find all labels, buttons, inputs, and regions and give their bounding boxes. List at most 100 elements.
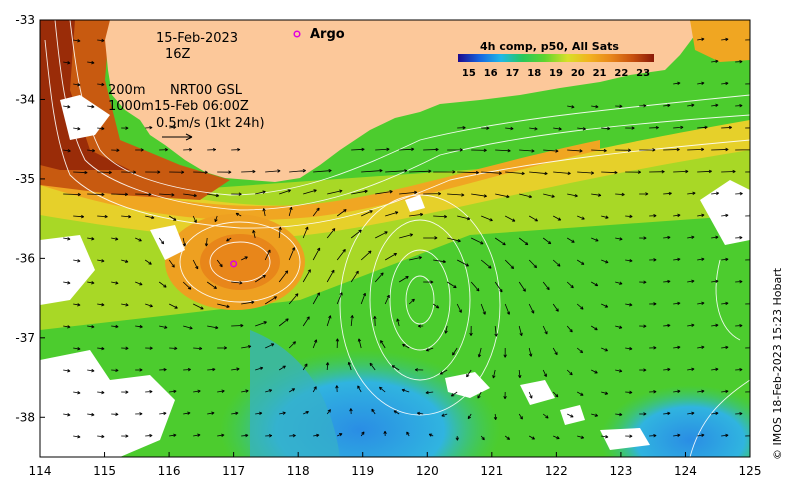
x-tick-label: 119 xyxy=(351,464,374,478)
current-arrow xyxy=(216,259,223,268)
current-arrow xyxy=(553,435,560,440)
current-arrow xyxy=(207,411,215,415)
colorbar xyxy=(458,54,654,62)
current-arrow xyxy=(87,237,95,241)
current-arrow xyxy=(159,411,167,416)
current-arrow xyxy=(302,316,310,327)
current-arrow xyxy=(649,302,657,306)
current-arrow xyxy=(601,170,618,175)
current-arrow xyxy=(255,190,266,195)
current-arrow xyxy=(590,325,598,331)
current-arrow xyxy=(477,347,482,358)
current-arrow xyxy=(625,170,642,174)
current-arrow xyxy=(111,237,119,241)
current-arrow xyxy=(73,391,81,395)
current-arrow xyxy=(312,339,318,349)
current-arrow xyxy=(457,170,479,175)
current-arrow xyxy=(204,237,209,247)
hour-label: 16Z xyxy=(165,47,191,62)
current-arrow xyxy=(505,126,514,131)
current-arrow xyxy=(687,411,695,415)
y-tick-label: -38 xyxy=(15,410,35,424)
current-arrow xyxy=(697,257,705,261)
current-arrow xyxy=(192,215,197,223)
current-arrow xyxy=(193,170,208,175)
current-arrow xyxy=(615,104,623,108)
current-arrow xyxy=(312,386,317,393)
current-arrow xyxy=(504,303,511,315)
current-arrow xyxy=(265,389,273,393)
current-arrow xyxy=(207,193,220,198)
current-arrow xyxy=(456,259,469,267)
current-arrow xyxy=(193,433,201,437)
bathymetry-contours xyxy=(44,20,750,457)
current-arrow xyxy=(278,318,289,327)
current-arrow xyxy=(399,190,418,195)
current-arrow xyxy=(217,433,225,438)
current-arrow xyxy=(505,171,525,176)
current-arrow xyxy=(380,340,386,349)
current-arrow xyxy=(519,149,535,153)
current-arrow xyxy=(375,147,390,152)
current-arrow xyxy=(649,125,659,130)
current-arrow xyxy=(542,325,548,335)
current-arrow xyxy=(673,301,681,306)
current-arrow xyxy=(697,81,705,85)
current-arrow xyxy=(576,303,584,310)
current-arrow xyxy=(639,104,647,108)
current-arrow xyxy=(711,235,719,240)
current-arrow xyxy=(711,59,719,64)
current-arrow xyxy=(687,323,695,327)
current-arrow xyxy=(97,434,105,439)
colorbar-tick-label: 23 xyxy=(636,68,650,79)
current-arrow xyxy=(639,280,647,284)
current-arrow xyxy=(503,347,507,358)
current-arrow xyxy=(721,169,736,174)
current-arrow xyxy=(288,247,296,261)
current-arrow xyxy=(121,346,129,350)
current-arrow xyxy=(193,303,204,310)
current-arrow xyxy=(735,103,743,108)
current-arrow xyxy=(697,389,705,393)
current-arrow xyxy=(371,408,376,415)
current-arrow xyxy=(663,235,671,240)
current-arrow xyxy=(528,215,538,222)
current-arrow xyxy=(518,369,522,379)
current-arrow xyxy=(519,193,532,199)
current-arrow xyxy=(428,433,434,437)
current-arrow xyxy=(73,435,81,439)
current-arrow xyxy=(566,369,573,376)
current-arrow xyxy=(528,259,538,269)
current-arrow xyxy=(567,149,583,153)
current-arrow xyxy=(423,280,434,284)
current-arrow xyxy=(528,435,535,440)
current-arrow xyxy=(288,341,296,349)
current-arrow xyxy=(552,259,561,267)
current-arrow xyxy=(457,126,466,130)
current-arrow xyxy=(492,369,496,379)
current-arrow xyxy=(425,347,434,352)
x-tick-label: 124 xyxy=(674,464,697,478)
current-arrow xyxy=(255,321,267,327)
current-arrow xyxy=(393,410,400,415)
current-arrow xyxy=(241,389,249,393)
current-arrow xyxy=(87,148,96,153)
current-arrow xyxy=(480,259,492,269)
current-arrow xyxy=(439,369,448,375)
current-arrow xyxy=(360,431,365,437)
argo-label: Argo xyxy=(310,27,345,42)
credit-text: © IMOS 18-Feb-2023 15:23 Hobart xyxy=(771,267,784,460)
scale-arrow xyxy=(162,133,193,141)
current-arrow xyxy=(265,169,281,173)
current-arrow xyxy=(721,433,729,438)
current-arrow xyxy=(63,281,71,285)
current-arrow xyxy=(87,60,95,65)
current-arrow xyxy=(697,433,705,437)
current-arrow xyxy=(279,411,286,415)
argo-float-marker[interactable] xyxy=(230,260,238,268)
plot-frame xyxy=(39,19,751,458)
current-arrow xyxy=(265,343,275,349)
current-arrow xyxy=(374,272,384,283)
colorbar-tick-label: 15 xyxy=(462,68,476,79)
current-arrow xyxy=(576,259,585,265)
